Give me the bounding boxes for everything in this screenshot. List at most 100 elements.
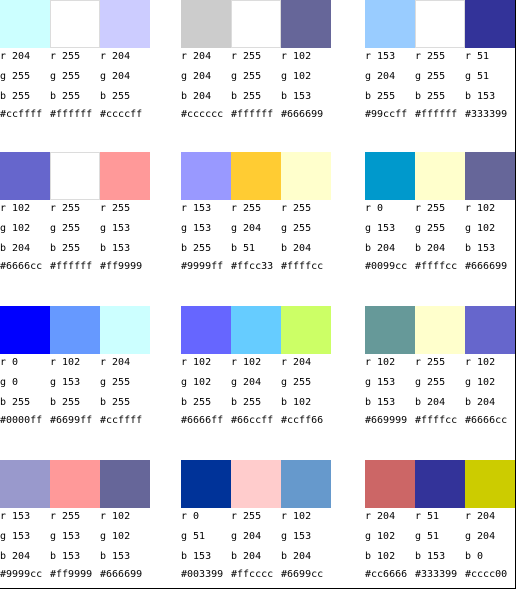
color-swatch [281, 0, 331, 48]
blue-value-label: b 255 [181, 243, 212, 254]
hex-code-label: #6699ff [50, 415, 93, 426]
color-swatch [231, 306, 281, 354]
blue-value-label: b 255 [50, 91, 81, 102]
red-value-label: r 255 [281, 203, 312, 214]
green-value-label: g 153 [50, 377, 81, 388]
hex-code-label: #ffffff [50, 109, 93, 120]
hex-code-label: #6666cc [465, 415, 508, 426]
color-swatch [231, 460, 281, 508]
green-value-label: g 255 [415, 223, 446, 234]
hex-code-label: #333399 [465, 109, 508, 120]
hex-code-label: #ff9999 [100, 261, 143, 272]
blue-value-label: b 255 [415, 91, 446, 102]
hex-code-label: #ffcc33 [231, 261, 274, 272]
blue-value-label: b 204 [281, 243, 312, 254]
green-value-label: g 102 [465, 377, 496, 388]
green-value-label: g 255 [415, 377, 446, 388]
color-swatch [465, 306, 515, 354]
red-value-label: r 255 [100, 203, 131, 214]
color-swatch [100, 460, 150, 508]
color-swatch [415, 460, 465, 508]
blue-value-label: b 153 [281, 91, 312, 102]
color-swatch [50, 306, 100, 354]
green-value-label: g 255 [100, 377, 131, 388]
blue-value-label: b 204 [0, 243, 31, 254]
red-value-label: r 102 [181, 357, 212, 368]
color-swatch [0, 0, 50, 48]
blue-value-label: b 153 [465, 243, 496, 254]
hex-code-label: #9999cc [0, 569, 43, 580]
hex-code-label: #666699 [281, 109, 324, 120]
green-value-label: g 102 [100, 531, 131, 542]
palette-group: r 153 g 204 b 255 #99ccff r 255 g 255 b 255 #ff… [365, 0, 515, 128]
blue-value-label: b 204 [181, 91, 212, 102]
color-swatch [100, 0, 150, 48]
hex-code-label: #66ccff [231, 415, 274, 426]
green-value-label: g 255 [50, 223, 81, 234]
green-value-label: g 204 [465, 531, 496, 542]
red-value-label: r 204 [181, 51, 212, 62]
blue-value-label: b 255 [231, 397, 262, 408]
blue-value-label: b 255 [231, 91, 262, 102]
hex-code-label: #0000ff [0, 415, 43, 426]
green-value-label: g 255 [281, 223, 312, 234]
red-value-label: r 51 [465, 51, 490, 62]
color-swatch [0, 152, 50, 200]
blue-value-label: b 153 [100, 551, 131, 562]
blue-value-label: b 204 [0, 551, 31, 562]
hex-code-label: #ffffff [231, 109, 274, 120]
hex-code-label: #cccccc [181, 109, 224, 120]
green-value-label: g 204 [100, 71, 131, 82]
palette-group: r 102 g 102 b 255 #6666ff r 102 g 204 b 255 #66… [181, 306, 331, 434]
blue-value-label: b 102 [365, 551, 396, 562]
green-value-label: g 0 [0, 377, 19, 388]
hex-code-label: #666699 [100, 569, 143, 580]
green-value-label: g 255 [231, 71, 262, 82]
green-value-label: g 153 [365, 377, 396, 388]
color-swatch [0, 306, 50, 354]
color-swatch [465, 460, 515, 508]
red-value-label: r 153 [0, 511, 31, 522]
hex-code-label: #99ccff [365, 109, 408, 120]
palette-group: r 102 g 102 b 204 #6666cc r 255 g 255 b 255 #ff… [0, 152, 150, 280]
blue-value-label: b 255 [50, 243, 81, 254]
palette-group: r 0 g 0 b 255 #0000ff r 102 g 153 b 255 #6699ff… [0, 306, 150, 434]
palette-group: r 204 g 204 b 204 #cccccc r 255 g 255 b 255 #ff… [181, 0, 331, 128]
red-value-label: r 255 [415, 357, 446, 368]
blue-value-label: b 153 [465, 91, 496, 102]
green-value-label: g 51 [181, 531, 206, 542]
blue-value-label: b 255 [181, 397, 212, 408]
color-swatch [365, 306, 415, 354]
hex-code-label: #6666ff [181, 415, 224, 426]
blue-value-label: b 153 [181, 551, 212, 562]
green-value-label: g 51 [415, 531, 440, 542]
color-swatch [181, 0, 231, 48]
red-value-label: r 102 [365, 357, 396, 368]
hex-code-label: #ffffff [50, 261, 93, 272]
green-value-label: g 153 [365, 223, 396, 234]
hex-code-label: #ccffff [100, 415, 143, 426]
hex-code-label: #ccff66 [281, 415, 324, 426]
palette-group: r 0 g 51 b 153 #003399 r 255 g 204 b 204 #ffccc… [181, 460, 331, 588]
blue-value-label: b 153 [365, 397, 396, 408]
green-value-label: g 204 [231, 377, 262, 388]
color-swatch [465, 0, 515, 48]
red-value-label: r 255 [231, 511, 262, 522]
color-swatch [100, 306, 150, 354]
color-swatch [231, 0, 281, 48]
red-value-label: r 204 [100, 357, 131, 368]
blue-value-label: b 153 [100, 243, 131, 254]
blue-value-label: b 204 [231, 551, 262, 562]
green-value-label: g 102 [281, 71, 312, 82]
color-swatch [50, 152, 100, 200]
palette-group: r 153 g 153 b 204 #9999cc r 255 g 153 b 153 #ff… [0, 460, 150, 588]
hex-code-label: #6699cc [281, 569, 324, 580]
color-swatch [415, 306, 465, 354]
red-value-label: r 204 [365, 511, 396, 522]
green-value-label: g 102 [365, 531, 396, 542]
red-value-label: r 102 [465, 357, 496, 368]
color-swatch [465, 152, 515, 200]
hex-code-label: #ccffff [0, 109, 43, 120]
palette-group: r 0 g 153 b 204 #0099cc r 255 g 255 b 204 #ffff… [365, 152, 515, 280]
